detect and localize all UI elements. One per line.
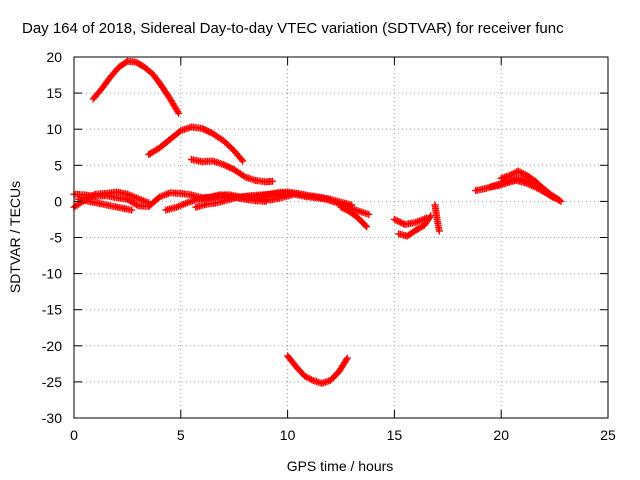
data-point bbox=[203, 127, 211, 135]
series-arc-13 bbox=[431, 201, 443, 235]
y-tick-label: -15 bbox=[42, 302, 62, 318]
y-tick-label: 20 bbox=[46, 49, 62, 65]
data-point bbox=[348, 201, 356, 209]
series-arc-6 bbox=[74, 195, 136, 214]
data-point bbox=[90, 191, 98, 199]
data-point bbox=[201, 126, 209, 134]
data-point bbox=[435, 227, 443, 235]
series-arc-3 bbox=[188, 156, 277, 186]
y-tick-label: -30 bbox=[42, 410, 62, 426]
x-tick-label: 25 bbox=[600, 427, 616, 443]
x-tick-label: 20 bbox=[493, 427, 509, 443]
y-tick-label: -10 bbox=[42, 266, 62, 282]
y-tick-label: 10 bbox=[46, 121, 62, 137]
data-point bbox=[397, 218, 404, 226]
data-point bbox=[426, 213, 434, 221]
data-point bbox=[343, 354, 351, 362]
data-point bbox=[133, 201, 141, 209]
data-point bbox=[365, 210, 373, 218]
data-point bbox=[88, 192, 96, 200]
data-point bbox=[390, 215, 398, 223]
x-tick-label: 15 bbox=[387, 427, 403, 443]
data-point bbox=[174, 108, 182, 116]
series-arc-2 bbox=[145, 123, 247, 165]
data-point bbox=[128, 206, 136, 214]
x-tick-label: 10 bbox=[280, 427, 296, 443]
data-point bbox=[361, 221, 369, 229]
x-axis-label: GPS time / hours bbox=[287, 458, 394, 474]
series-arc-12 bbox=[395, 212, 435, 240]
y-axis-label: SDTVAR / TECUs bbox=[7, 181, 23, 293]
series-arc-16 bbox=[487, 177, 563, 204]
data-point bbox=[343, 356, 350, 364]
y-tick-label: 5 bbox=[54, 157, 62, 173]
y-tick-label: 0 bbox=[54, 193, 62, 209]
series-arc-1 bbox=[89, 57, 183, 117]
data-point bbox=[555, 196, 563, 204]
y-tick-label: -20 bbox=[42, 338, 62, 354]
data-point bbox=[363, 223, 371, 231]
y-tick-label: -25 bbox=[42, 374, 62, 390]
x-tick-label: 5 bbox=[177, 427, 185, 443]
series-arc-10 bbox=[337, 203, 371, 231]
series-arc-9 bbox=[241, 188, 356, 209]
data-point bbox=[175, 109, 183, 117]
x-tick-label: 0 bbox=[70, 427, 78, 443]
axis-ticks bbox=[73, 56, 609, 419]
data-point bbox=[427, 212, 435, 220]
y-tick-label: -5 bbox=[50, 230, 63, 246]
grid-lines bbox=[74, 57, 608, 418]
data-point bbox=[145, 199, 153, 207]
chart-title: Day 164 of 2018, Sidereal Day-to-day VTE… bbox=[22, 20, 564, 37]
data-points bbox=[70, 57, 565, 387]
data-point bbox=[238, 156, 245, 163]
series-arc-17 bbox=[284, 352, 351, 387]
data-point bbox=[269, 177, 277, 185]
tick-labels: 0 5 10 15 20 25 -30 -25 -20 -15 -10 -5 0 5 10 15 20 bbox=[42, 49, 616, 443]
y-tick-label: 15 bbox=[46, 85, 62, 101]
data-point bbox=[239, 157, 247, 165]
